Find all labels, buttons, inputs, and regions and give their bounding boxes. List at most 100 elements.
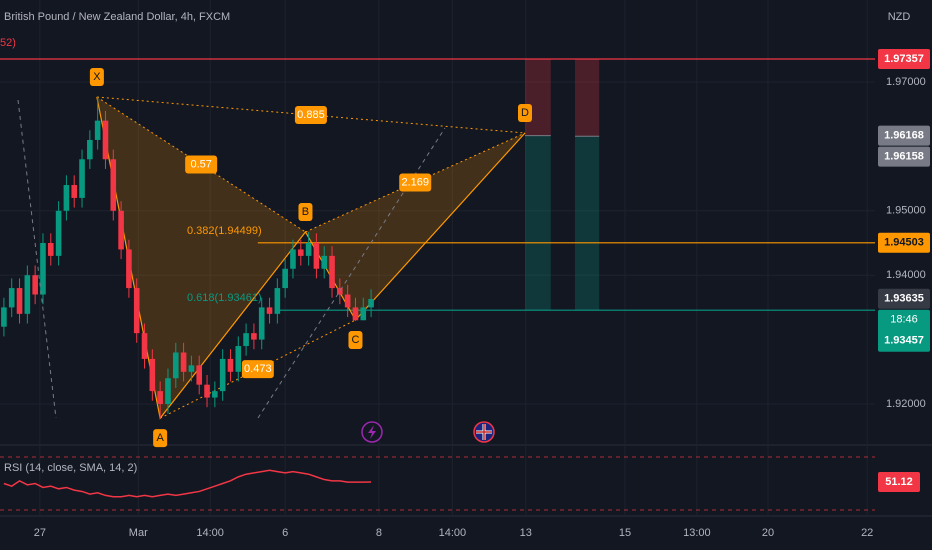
candle-body [297, 249, 304, 256]
x-tick-label: 27 [34, 527, 46, 539]
candle-body [305, 242, 312, 256]
pattern-dotted [96, 96, 526, 134]
price-label-box [878, 48, 930, 69]
ratio-badge: 0.885 [294, 105, 327, 124]
price-label-box [878, 125, 930, 146]
plot-layer [0, 0, 875, 516]
ratio-badge: 0.57 [185, 155, 218, 174]
x-tick-label: 6 [282, 527, 288, 539]
candle-body [329, 255, 335, 289]
countdown: 18:46 [890, 314, 918, 326]
point-label: A [156, 432, 164, 444]
candle-body [274, 288, 281, 314]
event-icon-bolt [368, 425, 376, 439]
point-label: X [93, 71, 101, 83]
candle-body [24, 275, 31, 314]
price-label-box [878, 309, 930, 352]
candle-body [313, 242, 320, 269]
point-box [518, 103, 532, 122]
ratio-badge: 2.169 [399, 173, 432, 192]
candle-body [337, 288, 343, 295]
point-box [298, 202, 313, 221]
price-label: 1.93457 [884, 335, 924, 347]
ratio-label: 0.473 [244, 363, 272, 375]
candle-body [235, 346, 242, 372]
ratio-badge: 0.473 [241, 360, 274, 379]
fib-label: 0.382(1.94499) [187, 225, 262, 237]
indicator-tag: 52) [0, 37, 16, 49]
ratio-label: 2.169 [401, 176, 429, 188]
position-target [525, 135, 551, 311]
currency-label: NZD [888, 11, 911, 23]
candle-body [196, 365, 203, 385]
price-label: 1.96168 [884, 129, 924, 141]
candle-body [321, 255, 328, 269]
candle-body [360, 307, 367, 321]
position-target [575, 136, 600, 311]
candle-body [258, 307, 265, 340]
position-stop [575, 58, 600, 137]
ratio-label: 0.885 [297, 109, 325, 121]
price-label: 1.97357 [884, 53, 924, 65]
point-box [89, 67, 104, 86]
price-label: 1.93635 [884, 293, 924, 305]
y-tick-label: 1.97000 [886, 76, 926, 88]
candle-body [266, 307, 273, 314]
point-box [348, 331, 363, 350]
guide-line [17, 99, 57, 419]
price-label-box [878, 146, 930, 167]
event-icon[interactable] [361, 421, 383, 443]
candle-body [282, 268, 288, 289]
candle-body [79, 159, 85, 198]
ratio-box [294, 105, 327, 124]
candle-body [219, 358, 226, 392]
flag-icon[interactable] [473, 421, 495, 443]
rsi-line [3, 469, 372, 498]
pattern-fill [96, 96, 306, 419]
price-label-box [878, 288, 930, 309]
candle-body [188, 365, 195, 372]
candle-body [251, 333, 257, 340]
chart-title: British Pound / New Zealand Dollar, 4h, … [4, 11, 230, 23]
candle-body [149, 358, 156, 392]
fib-label: 0.618(1.93461) [187, 292, 262, 304]
ratio-box [399, 173, 432, 192]
point-label: C [351, 334, 359, 346]
candle-body [352, 307, 359, 321]
pattern-fill [305, 132, 525, 321]
candle-body [133, 288, 140, 334]
candle-body [368, 299, 374, 308]
price-label: 1.94503 [884, 237, 924, 249]
candle-body [1, 307, 7, 327]
pattern-dotted [96, 96, 306, 233]
flag-cross-red [476, 424, 492, 440]
y-tick-label: 1.92000 [886, 398, 926, 410]
candle-body [110, 159, 117, 211]
candle-body [87, 139, 93, 160]
x-tick-label: 13 [520, 527, 532, 539]
candle-body [118, 210, 124, 250]
candle-body [243, 333, 249, 347]
x-tick-label: 15 [619, 527, 631, 539]
x-tick-label: 22 [861, 527, 873, 539]
ratio-box [185, 155, 218, 174]
ratio-box [241, 360, 274, 379]
x-tick-label: 8 [376, 527, 382, 539]
candle-body [94, 120, 101, 140]
candle-body [71, 185, 78, 198]
candle-body [227, 358, 234, 372]
candle-body [8, 288, 15, 308]
candle-body [290, 249, 296, 269]
candle-body [172, 352, 179, 379]
candle-body [157, 391, 163, 404]
x-tick-label: 13:00 [683, 527, 711, 539]
rsi-label: RSI (14, close, SMA, 14, 2) [4, 462, 137, 474]
y-tick-label: 1.95000 [886, 205, 926, 217]
x-tick-label: 14:00 [439, 527, 467, 539]
candle-body [55, 210, 62, 256]
candle-body [32, 275, 38, 295]
position-stop [525, 58, 551, 136]
candle-body [16, 288, 23, 314]
candle-body [141, 333, 148, 359]
